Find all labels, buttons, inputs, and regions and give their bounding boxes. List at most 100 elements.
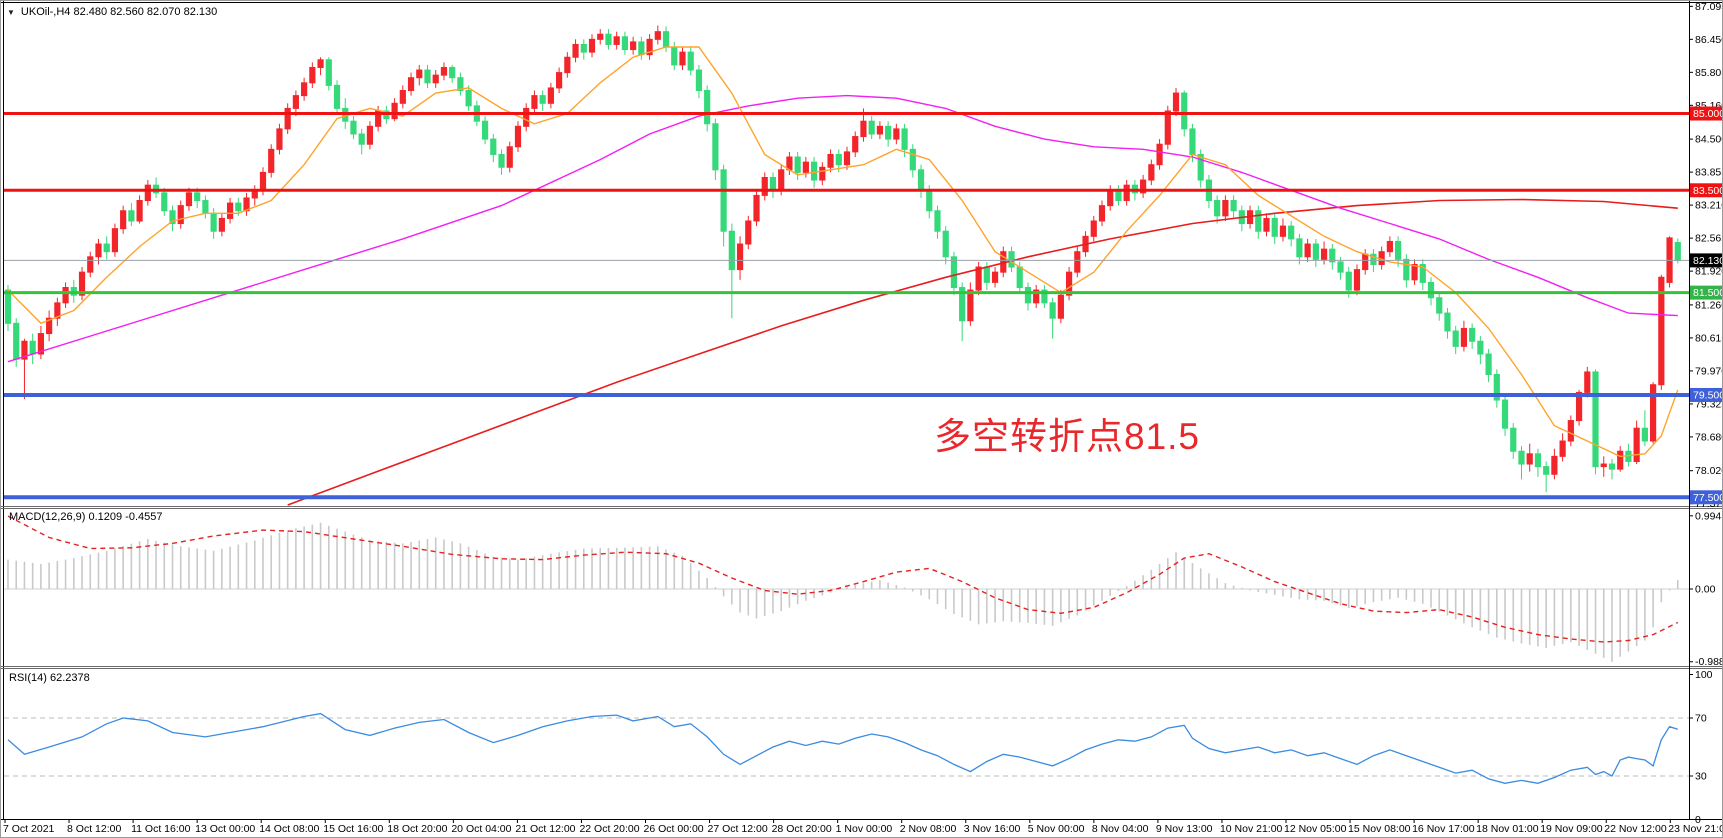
candle bbox=[827, 149, 834, 173]
candle-body bbox=[1592, 371, 1599, 468]
symbol-dropdown-icon[interactable]: ▼ bbox=[7, 7, 15, 17]
time-tick-label: 18 Oct 20:00 bbox=[387, 823, 447, 835]
candle-body bbox=[1584, 371, 1591, 393]
candle-body bbox=[1107, 189, 1114, 207]
macd-indicator-label: MACD(12,26,9) 0.1209 -0.4557 bbox=[9, 511, 163, 523]
candle-body bbox=[1345, 271, 1352, 291]
candle bbox=[704, 85, 711, 132]
candle bbox=[1288, 220, 1295, 247]
candle-body bbox=[202, 200, 209, 214]
candle-body bbox=[983, 266, 990, 283]
candle-body bbox=[1641, 427, 1648, 442]
candle bbox=[720, 164, 727, 247]
candle-body bbox=[120, 210, 127, 230]
candle-body bbox=[13, 322, 20, 360]
candle-body bbox=[745, 220, 752, 245]
candle bbox=[942, 226, 949, 265]
time-tick-label: 16 Nov 17:00 bbox=[1412, 823, 1475, 835]
time-tick-label: 22 Oct 20:00 bbox=[579, 823, 639, 835]
rsi-tick-label: 30 bbox=[1695, 771, 1707, 783]
candle bbox=[350, 116, 357, 140]
candle bbox=[1172, 87, 1180, 117]
candle bbox=[572, 39, 579, 63]
candle bbox=[1600, 456, 1607, 477]
candle-body bbox=[54, 302, 61, 319]
candle bbox=[1411, 259, 1418, 285]
candle-body bbox=[37, 333, 45, 355]
candle bbox=[1526, 443, 1533, 472]
candle bbox=[1666, 236, 1673, 288]
candle bbox=[301, 77, 308, 101]
candle-body bbox=[317, 59, 324, 68]
price-axis[interactable]: 87.09586.45085.80585.16084.50083.85583.2… bbox=[1689, 1, 1723, 826]
time-tick-label: 28 Oct 20:00 bbox=[772, 823, 832, 835]
candle bbox=[333, 80, 341, 114]
candle-body bbox=[605, 33, 612, 45]
candle-body bbox=[1608, 463, 1616, 470]
candle bbox=[1460, 320, 1468, 352]
candle bbox=[975, 261, 982, 296]
time-tick-label: 1 Nov 00:00 bbox=[836, 823, 893, 835]
candle-body bbox=[210, 212, 217, 232]
candle bbox=[1222, 195, 1229, 221]
candle-body bbox=[1370, 253, 1377, 265]
candle bbox=[1156, 139, 1163, 170]
candle bbox=[309, 62, 316, 88]
candle-body bbox=[572, 43, 579, 58]
candle bbox=[46, 310, 53, 342]
candle bbox=[111, 223, 119, 257]
candle bbox=[87, 251, 94, 278]
candle-body bbox=[1534, 453, 1542, 468]
candle bbox=[934, 205, 941, 239]
candle bbox=[1255, 205, 1262, 239]
time-tick-label: 21 Oct 12:00 bbox=[515, 823, 575, 835]
candle bbox=[679, 47, 686, 71]
candle bbox=[539, 90, 546, 111]
time-axis[interactable]: 7 Oct 2021 8 Oct 12:00 11 Oct 16:00 13 Oct … bbox=[3, 819, 1723, 835]
price-badge-label: 85.000 bbox=[1693, 108, 1723, 120]
candle bbox=[226, 197, 234, 224]
candle-body bbox=[276, 128, 283, 150]
candle-body bbox=[959, 287, 966, 322]
candle-body bbox=[292, 95, 299, 109]
candle bbox=[547, 82, 554, 109]
candle-body bbox=[506, 146, 513, 168]
candle-body bbox=[1444, 312, 1451, 332]
candle-body bbox=[1222, 200, 1229, 217]
candle bbox=[1608, 458, 1616, 480]
candle bbox=[120, 205, 127, 234]
candle bbox=[687, 47, 694, 76]
candle-body bbox=[695, 69, 703, 92]
candle-body bbox=[333, 84, 341, 109]
candle-body bbox=[638, 41, 645, 56]
rsi-tick-label: 70 bbox=[1695, 713, 1707, 725]
price-tick-label: 83.210 bbox=[1695, 200, 1723, 212]
candle-body bbox=[46, 317, 53, 335]
candle bbox=[736, 236, 744, 280]
candle bbox=[481, 116, 489, 145]
candle bbox=[1098, 200, 1106, 227]
candle bbox=[103, 236, 110, 260]
candle bbox=[1551, 448, 1558, 480]
candle bbox=[1041, 284, 1048, 308]
candle-body bbox=[547, 87, 554, 104]
candle bbox=[317, 57, 324, 76]
rsi-tick-label: 100 bbox=[1695, 669, 1713, 681]
candle-body bbox=[531, 95, 538, 109]
candle bbox=[1617, 446, 1624, 472]
candle-body bbox=[885, 125, 892, 140]
candle bbox=[1493, 369, 1500, 408]
candle-body bbox=[399, 90, 406, 104]
candle-body bbox=[1016, 266, 1023, 289]
candle-body bbox=[1049, 302, 1056, 319]
candle bbox=[399, 85, 406, 109]
macd-tick-label: -0.9882 bbox=[1695, 656, 1723, 668]
candle-body bbox=[1658, 276, 1665, 386]
horizontal-levels-layer[interactable] bbox=[4, 112, 1689, 500]
candle bbox=[1559, 433, 1566, 462]
price-badge-label: 82.130 bbox=[1693, 255, 1723, 267]
candle bbox=[1279, 218, 1287, 242]
candle-body bbox=[926, 189, 933, 212]
